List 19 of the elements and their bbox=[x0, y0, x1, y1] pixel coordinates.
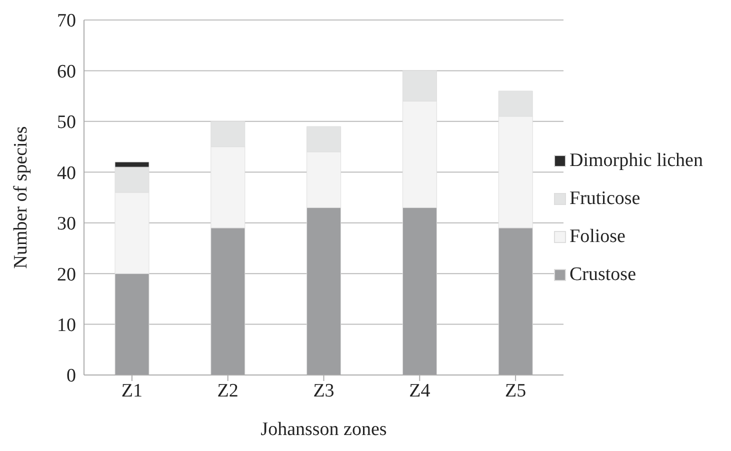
y-tick-label: 20 bbox=[57, 264, 76, 286]
x-tick-label: Z5 bbox=[504, 380, 526, 402]
y-axis-title: Number of species bbox=[10, 126, 32, 269]
y-tick-label: 30 bbox=[57, 214, 76, 235]
legend-label: Crustose bbox=[570, 264, 636, 286]
legend-label: Dimorphic lichen bbox=[570, 150, 703, 172]
y-tick-label: 40 bbox=[57, 162, 76, 184]
y-tick-label: 0 bbox=[66, 366, 76, 387]
x-tick-label: Z2 bbox=[217, 380, 238, 402]
x-axis-title: Johansson zones bbox=[260, 419, 387, 440]
x-tick-label: Z4 bbox=[409, 380, 431, 402]
legend-label: Foliose bbox=[570, 226, 626, 248]
y-tick-label: 10 bbox=[57, 315, 76, 336]
y-tick-label: 60 bbox=[57, 61, 76, 82]
x-tick-label: Z1 bbox=[121, 380, 143, 402]
x-tick-label: Z3 bbox=[313, 380, 334, 402]
legend-label: Fruticose bbox=[570, 188, 640, 210]
y-tick-label: 70 bbox=[57, 10, 76, 32]
y-tick-label: 50 bbox=[57, 112, 76, 134]
